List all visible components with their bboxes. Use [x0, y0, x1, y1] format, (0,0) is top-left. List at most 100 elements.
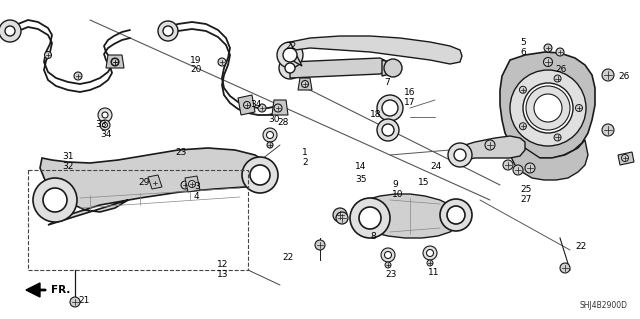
Polygon shape [272, 100, 288, 115]
Circle shape [189, 181, 195, 188]
Text: 21: 21 [78, 296, 90, 305]
Circle shape [333, 208, 347, 222]
Text: 22: 22 [575, 242, 586, 251]
Text: 13: 13 [217, 270, 228, 279]
Circle shape [5, 26, 15, 36]
Polygon shape [26, 283, 40, 297]
Circle shape [43, 188, 67, 212]
Circle shape [263, 128, 277, 142]
Circle shape [100, 120, 110, 130]
Text: 35: 35 [355, 175, 367, 184]
Text: 8: 8 [370, 232, 376, 241]
Circle shape [218, 58, 226, 66]
Text: 17: 17 [404, 98, 415, 107]
Circle shape [33, 178, 77, 222]
Polygon shape [40, 148, 272, 225]
Text: 19: 19 [190, 56, 202, 65]
Circle shape [534, 94, 562, 122]
Circle shape [243, 101, 250, 108]
Circle shape [111, 58, 118, 65]
Circle shape [350, 198, 390, 238]
Circle shape [301, 80, 308, 87]
Circle shape [181, 181, 189, 189]
Circle shape [163, 26, 173, 36]
Text: 14: 14 [355, 162, 366, 171]
Text: 32: 32 [62, 162, 74, 171]
Circle shape [448, 143, 472, 167]
Circle shape [45, 51, 51, 58]
Polygon shape [290, 58, 388, 78]
Text: 26: 26 [555, 65, 566, 74]
Circle shape [151, 179, 159, 187]
Circle shape [513, 165, 523, 175]
Circle shape [520, 86, 527, 93]
Text: 25: 25 [520, 185, 531, 194]
Polygon shape [298, 78, 312, 90]
Circle shape [544, 44, 552, 52]
Text: 23: 23 [175, 148, 186, 157]
Circle shape [70, 297, 80, 307]
Text: 16: 16 [404, 88, 415, 97]
Text: 4: 4 [194, 192, 200, 201]
Circle shape [503, 160, 513, 170]
Circle shape [267, 142, 273, 148]
Text: 18: 18 [370, 110, 381, 119]
Polygon shape [352, 194, 460, 238]
Circle shape [266, 131, 273, 138]
Circle shape [102, 122, 108, 128]
Circle shape [382, 124, 394, 136]
Circle shape [427, 260, 433, 266]
Text: 31: 31 [62, 152, 74, 161]
Text: 9: 9 [392, 180, 397, 189]
Polygon shape [185, 176, 200, 192]
Circle shape [554, 75, 561, 82]
Circle shape [277, 42, 303, 68]
Circle shape [440, 199, 472, 231]
Polygon shape [386, 108, 394, 130]
Text: 29: 29 [138, 178, 149, 187]
Text: 2: 2 [302, 158, 308, 167]
Polygon shape [382, 60, 398, 76]
Text: 20: 20 [190, 65, 202, 74]
Text: 15: 15 [418, 178, 429, 187]
Text: 3: 3 [194, 182, 200, 191]
Circle shape [336, 212, 348, 224]
Text: FR.: FR. [51, 285, 70, 295]
Circle shape [279, 57, 301, 79]
Circle shape [602, 69, 614, 81]
Circle shape [315, 240, 325, 250]
Polygon shape [106, 55, 124, 68]
Circle shape [621, 154, 628, 161]
Circle shape [543, 57, 552, 66]
Circle shape [382, 100, 398, 116]
Text: 34: 34 [250, 100, 261, 109]
Text: 30: 30 [268, 115, 280, 124]
Circle shape [385, 262, 391, 268]
Circle shape [242, 157, 278, 193]
Circle shape [575, 105, 582, 112]
Circle shape [74, 72, 82, 80]
Circle shape [602, 124, 614, 136]
Text: 1: 1 [302, 148, 308, 157]
Text: 10: 10 [392, 190, 403, 199]
Circle shape [384, 59, 402, 77]
Circle shape [258, 104, 266, 112]
Text: SHJ4B2900D: SHJ4B2900D [580, 301, 628, 310]
Circle shape [523, 83, 573, 133]
Circle shape [102, 112, 108, 118]
Text: 26: 26 [618, 72, 629, 81]
Text: 5: 5 [520, 38, 525, 47]
Text: 7: 7 [384, 78, 390, 87]
Polygon shape [148, 175, 162, 189]
Polygon shape [288, 36, 462, 66]
Text: 22: 22 [285, 42, 296, 51]
Circle shape [525, 163, 535, 173]
Circle shape [158, 21, 178, 41]
Circle shape [560, 263, 570, 273]
Polygon shape [238, 95, 255, 115]
Circle shape [283, 48, 297, 62]
Text: 12: 12 [217, 260, 228, 269]
Circle shape [98, 108, 112, 122]
Circle shape [510, 70, 586, 146]
Circle shape [385, 251, 392, 258]
